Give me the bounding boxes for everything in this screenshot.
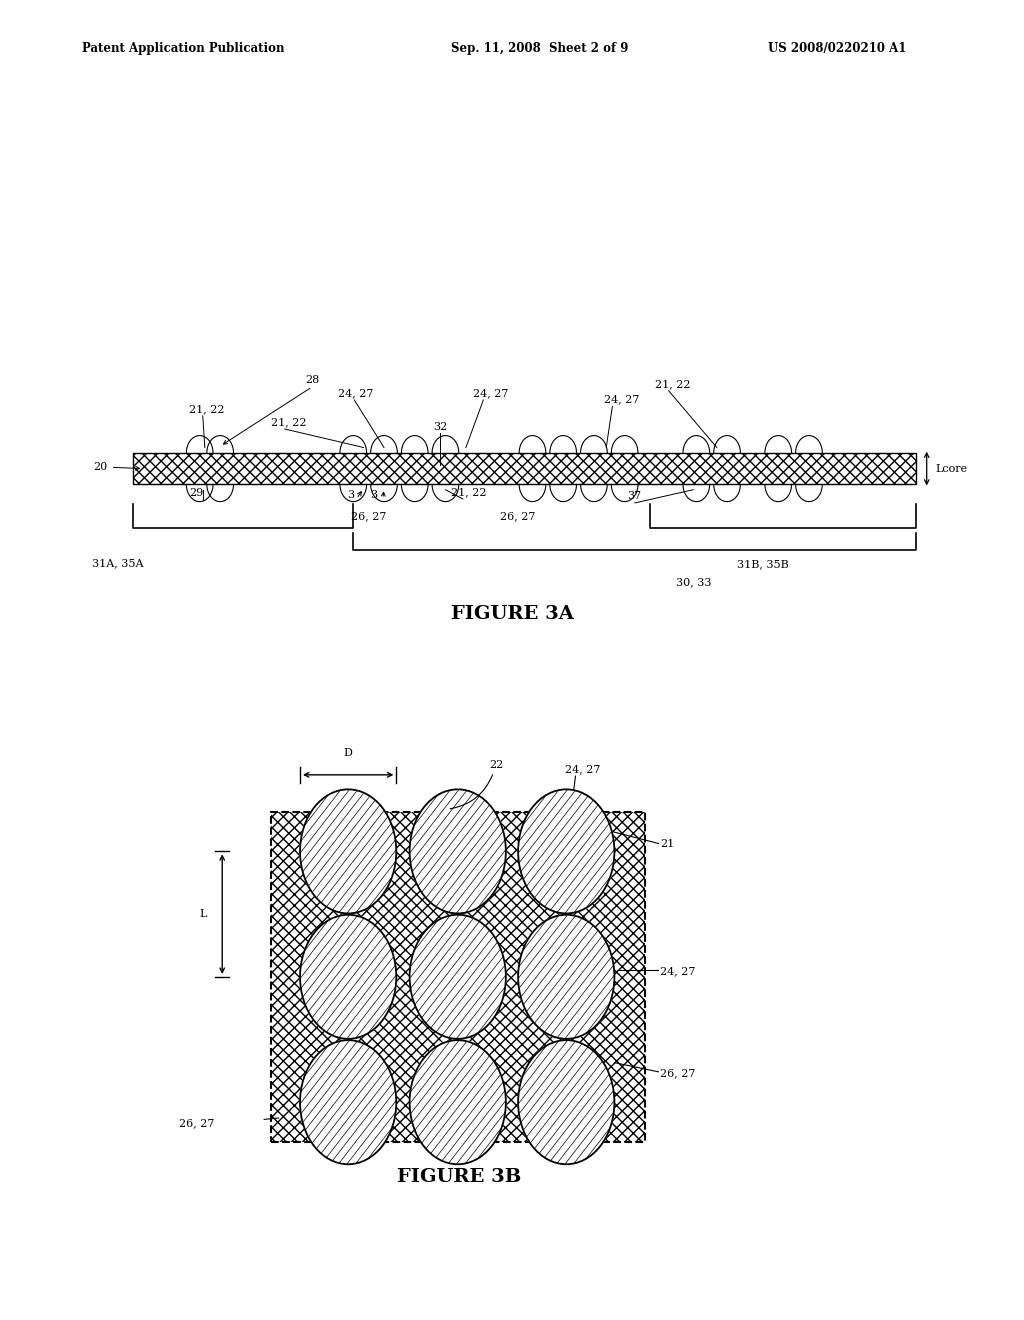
Text: US 2008/0220210 A1: US 2008/0220210 A1: [768, 42, 906, 55]
Circle shape: [300, 1040, 396, 1164]
Text: 21: 21: [660, 840, 675, 850]
Text: Sep. 11, 2008  Sheet 2 of 9: Sep. 11, 2008 Sheet 2 of 9: [451, 42, 628, 55]
Text: 32: 32: [433, 422, 447, 433]
Text: FIGURE 3A: FIGURE 3A: [451, 605, 573, 623]
Text: 26, 27: 26, 27: [179, 1118, 215, 1129]
Text: 31B, 35B: 31B, 35B: [737, 560, 790, 570]
Text: 21, 22: 21, 22: [189, 404, 225, 414]
Text: D: D: [344, 747, 352, 758]
Bar: [271, 812, 645, 1142]
Circle shape: [300, 915, 396, 1039]
Circle shape: [410, 915, 506, 1039]
Text: 24, 27: 24, 27: [473, 388, 509, 399]
Circle shape: [518, 1040, 614, 1164]
Text: 20: 20: [93, 462, 108, 473]
Circle shape: [300, 789, 396, 913]
Text: 30, 33: 30, 33: [676, 577, 712, 587]
Text: 29: 29: [189, 488, 204, 499]
Text: 26, 27: 26, 27: [660, 1068, 696, 1078]
Text: L: L: [200, 909, 207, 919]
Text: Patent Application Publication: Patent Application Publication: [82, 42, 285, 55]
Text: 31A, 35A: 31A, 35A: [92, 558, 143, 569]
Text: 26, 27: 26, 27: [351, 511, 387, 521]
Text: 21, 22: 21, 22: [271, 417, 307, 428]
Text: 24, 27: 24, 27: [338, 388, 374, 399]
Text: Lcore: Lcore: [935, 463, 967, 474]
Text: 22: 22: [489, 760, 504, 771]
Text: 21, 22: 21, 22: [655, 379, 691, 389]
Circle shape: [410, 789, 506, 913]
Text: 28: 28: [305, 375, 319, 385]
Text: 3: 3: [347, 490, 353, 500]
Text: FIGURE 3B: FIGURE 3B: [396, 1168, 521, 1187]
Circle shape: [518, 789, 614, 913]
Text: 24, 27: 24, 27: [565, 764, 601, 775]
Bar: [271, 812, 645, 1142]
Text: 24, 27: 24, 27: [660, 966, 696, 977]
Bar: [133, 453, 916, 484]
Circle shape: [518, 915, 614, 1039]
Text: 37: 37: [627, 491, 641, 502]
Text: 3: 3: [371, 490, 377, 500]
Text: 21, 22: 21, 22: [451, 487, 486, 498]
Bar: [133, 453, 916, 484]
Text: 26, 27: 26, 27: [500, 511, 536, 521]
Text: 24, 27: 24, 27: [604, 395, 640, 405]
Circle shape: [410, 1040, 506, 1164]
